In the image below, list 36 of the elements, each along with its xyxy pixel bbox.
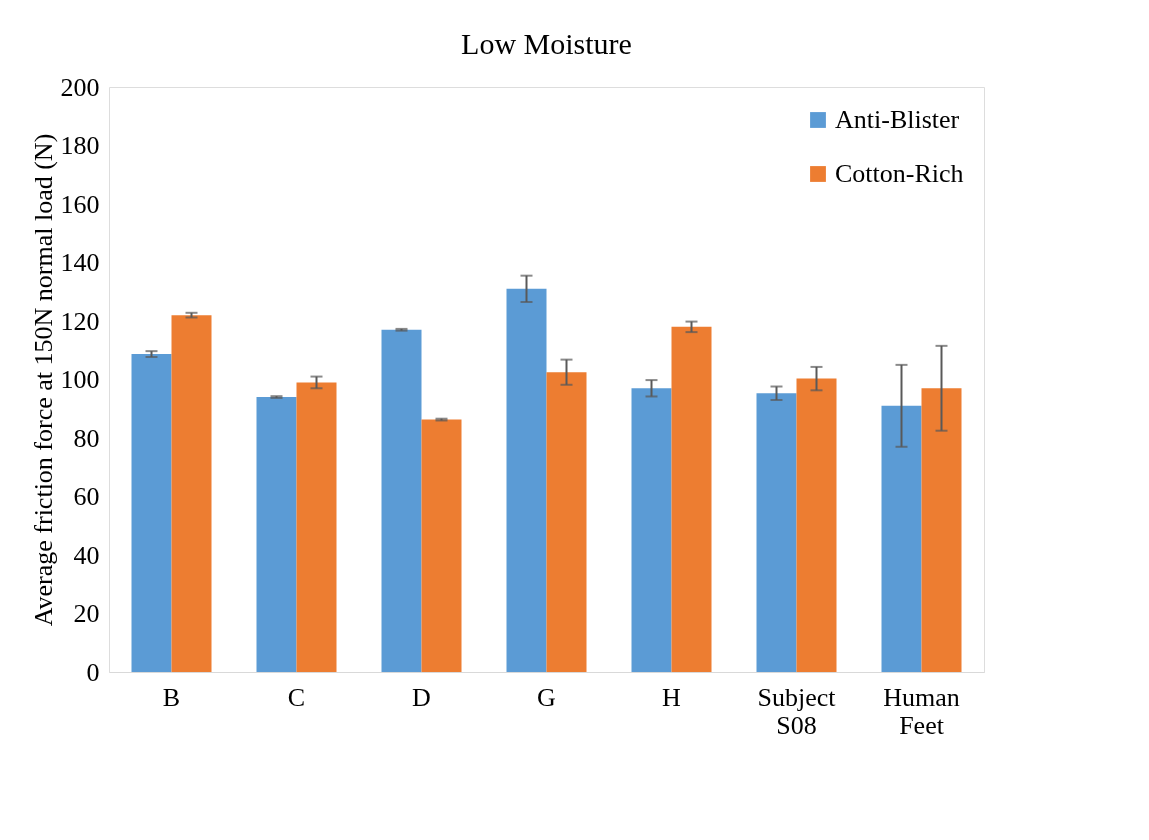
- bar: [506, 288, 547, 672]
- bar: [756, 393, 797, 672]
- bar: [546, 372, 587, 672]
- chart-title: Low Moisture: [461, 27, 632, 60]
- y-tick-label: 0: [86, 657, 100, 687]
- bar: [256, 397, 297, 672]
- x-tick-label: C: [287, 682, 306, 712]
- x-tick-label: B: [162, 682, 181, 712]
- y-tick-label: 80: [73, 423, 100, 453]
- bar: [921, 388, 962, 672]
- bar: [421, 419, 462, 672]
- bar: [381, 329, 422, 672]
- y-tick-label: 120: [60, 306, 100, 336]
- legend-label: Anti-Blister: [835, 105, 960, 134]
- bar: [796, 378, 837, 672]
- bar: [631, 388, 672, 672]
- y-tick-label: 100: [60, 365, 100, 394]
- x-tick-label: D: [412, 682, 431, 712]
- y-axis-title: Average friction force at 150N normal load (N): [28, 133, 58, 627]
- legend-label: Cotton-Rich: [835, 159, 964, 188]
- y-tick-label: 20: [73, 599, 100, 628]
- bar: [171, 315, 212, 672]
- y-tick-label: 200: [60, 72, 100, 102]
- y-tick-label: 60: [73, 482, 100, 511]
- y-tick-label: 160: [60, 189, 100, 219]
- x-tick-label: Subject S08: [757, 682, 837, 740]
- y-tick-label: 140: [60, 248, 100, 277]
- bar: [881, 405, 922, 672]
- x-tick-label: Human Feet: [883, 682, 960, 740]
- bar: [296, 382, 337, 672]
- bar: [671, 326, 712, 672]
- y-tick-label: 40: [73, 540, 100, 570]
- y-tick-label: 180: [60, 131, 100, 160]
- x-tick-label: G: [537, 682, 556, 712]
- bar: [131, 354, 172, 672]
- x-tick-label: H: [662, 682, 682, 712]
